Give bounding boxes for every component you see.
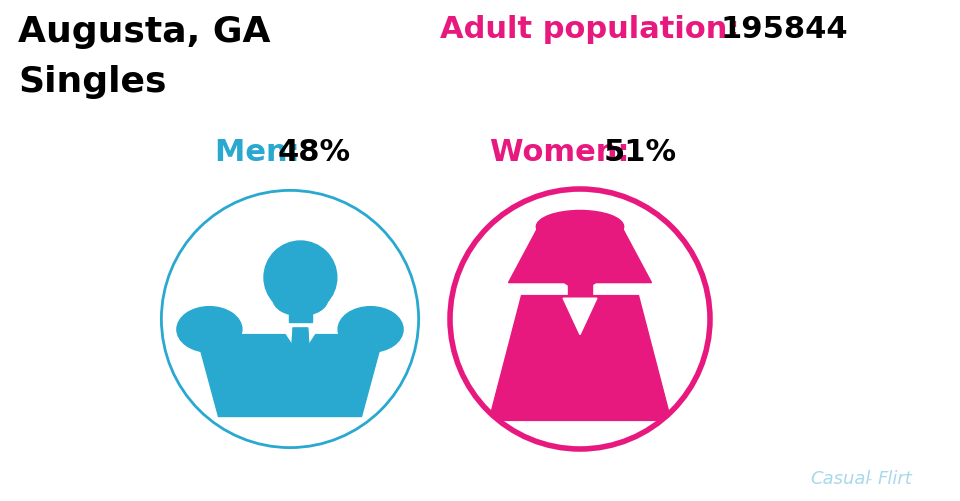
- Polygon shape: [291, 329, 309, 382]
- Polygon shape: [564, 299, 597, 335]
- Text: Augusta, GA: Augusta, GA: [18, 15, 271, 49]
- Text: Casual: Casual: [810, 469, 871, 487]
- Polygon shape: [489, 296, 671, 420]
- Text: Men:: Men:: [215, 138, 310, 167]
- Text: 195844: 195844: [720, 15, 848, 44]
- Text: Adult population:: Adult population:: [440, 15, 750, 44]
- Polygon shape: [509, 227, 652, 283]
- Polygon shape: [568, 283, 591, 300]
- Polygon shape: [197, 335, 384, 417]
- Text: Women:: Women:: [490, 138, 640, 167]
- Circle shape: [450, 189, 710, 449]
- Ellipse shape: [338, 307, 403, 352]
- Circle shape: [160, 189, 420, 449]
- Text: 51%: 51%: [604, 138, 677, 167]
- Circle shape: [264, 241, 337, 314]
- Text: Singles: Singles: [18, 65, 166, 99]
- Polygon shape: [281, 326, 320, 356]
- Ellipse shape: [273, 283, 327, 316]
- Text: -: -: [865, 469, 872, 487]
- Ellipse shape: [177, 307, 242, 352]
- Polygon shape: [289, 303, 312, 322]
- Circle shape: [554, 236, 606, 288]
- Ellipse shape: [537, 211, 624, 243]
- Text: Flirt: Flirt: [878, 469, 913, 487]
- Polygon shape: [293, 329, 308, 343]
- Text: 48%: 48%: [278, 138, 351, 167]
